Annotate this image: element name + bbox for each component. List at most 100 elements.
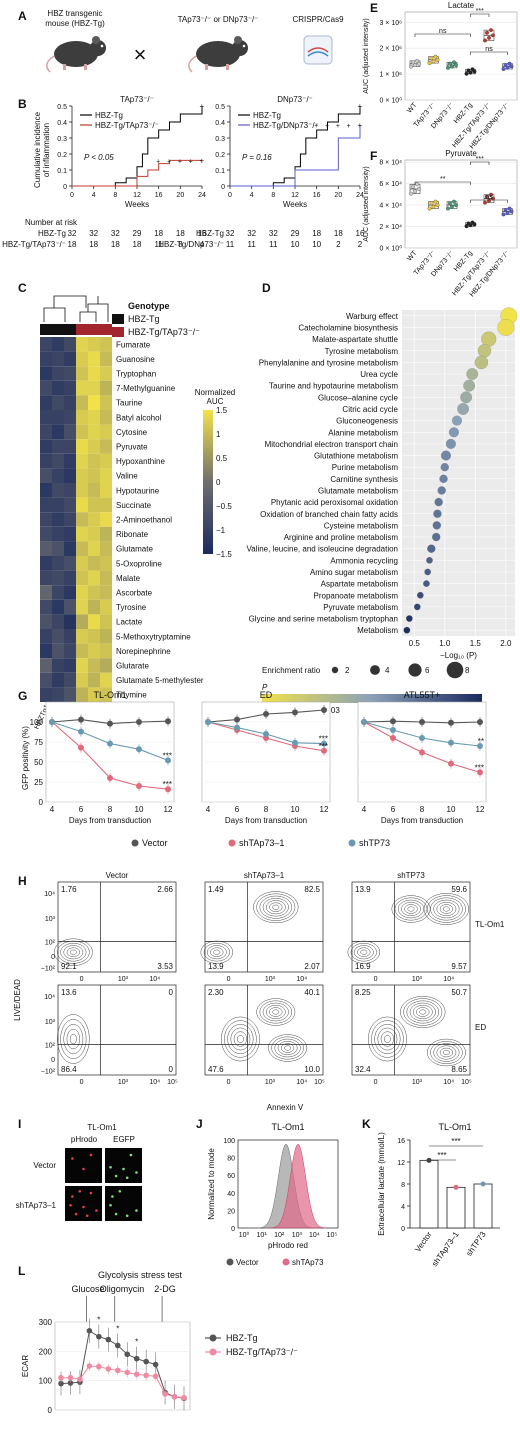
heatmap-cell [64, 556, 76, 571]
metabolite-label: Glutarate [116, 662, 149, 671]
heatmap-cell [88, 556, 100, 571]
cell-dot [114, 1212, 118, 1216]
heatmap-cell [76, 439, 88, 454]
h-contour [69, 949, 77, 955]
heatmap-cell [76, 468, 88, 483]
k-bar [446, 1186, 466, 1229]
h-ytick-label: 10⁴ [44, 891, 55, 898]
l-point [96, 1333, 102, 1340]
heatmap-cell [40, 570, 52, 586]
heatmap-cell [76, 614, 88, 629]
h-contour [436, 1045, 457, 1060]
k-bar-point [426, 1157, 432, 1163]
g-point [477, 769, 483, 776]
heatmap-cell [76, 337, 88, 352]
l-sig-label: * [135, 1338, 138, 1347]
j-legend-label: Vector [236, 1258, 259, 1267]
h-xtick-label: 0 [80, 1079, 84, 1086]
h-contour [377, 1027, 398, 1051]
pathway-dot [437, 486, 446, 495]
dot-point [433, 54, 438, 59]
km-ytick-label: 0.4 [57, 120, 67, 127]
heatmap-cell [76, 570, 88, 586]
colorbar-title-line2: AUC [207, 397, 224, 406]
heatmap-cell [100, 512, 112, 527]
risk-value: 32 [89, 229, 98, 238]
g-sig-label: *** [163, 780, 172, 789]
km-ytick-label: 0.2 [57, 152, 67, 159]
risk-value: 10 [291, 240, 300, 249]
heatmap-cell [88, 512, 100, 527]
h-xtick-label: 0 [227, 1079, 231, 1086]
heatmap-cell [64, 395, 76, 410]
i-row-shtap73: shTAp73–1 [16, 1201, 57, 1210]
heatmap-cell [52, 599, 64, 615]
dot-d-xtick: 1.0 [439, 639, 451, 648]
gfp-line-plots: TL-Om1 0 25 50 75 100 4 6 8 10 12 Days from transdu… [30, 690, 487, 825]
l-point [105, 1366, 112, 1372]
cell-dot [125, 1176, 129, 1180]
heatmap-cell [40, 395, 52, 410]
h-contour [406, 1000, 440, 1024]
pathway-label: Aspartate metabolism [321, 580, 399, 589]
j-ytick-label: 100 [223, 1138, 235, 1145]
h-xtick-label: 10⁵ [461, 1079, 472, 1086]
h-ytick-label: 10² [45, 1042, 56, 1049]
heatmap-cell [52, 351, 64, 367]
h-row-label: TL-Om1 [475, 920, 505, 929]
heatmap-cell [40, 337, 52, 352]
l-point [114, 1367, 121, 1374]
g-point [419, 719, 425, 725]
g-legend-label: shTAp73–1 [239, 838, 284, 848]
dot-point [466, 68, 471, 73]
k-ytick-label: 0 [401, 1226, 405, 1233]
heatmap-cell [52, 658, 64, 673]
heatmap-cell [52, 468, 64, 483]
heatmap-cell [52, 380, 64, 396]
heatmap-cell [64, 366, 76, 381]
panel-b: B Cumulative incidence of inflammation N… [2, 95, 365, 249]
km-xtick-label: 24 [198, 192, 206, 199]
size-legend-dot [408, 663, 422, 677]
km-censor-mark: + [336, 123, 340, 130]
km-ytick-label: 0.3 [215, 136, 225, 143]
heatmap-cell [100, 643, 112, 659]
h-contour [262, 1002, 289, 1022]
quadrant-lr: 0 [169, 1065, 174, 1074]
heatmap-cell [88, 614, 100, 629]
metabolite-label: Thymine [116, 691, 147, 700]
h-contour [69, 1033, 77, 1045]
risk-value: 11 [248, 240, 257, 249]
heatmap-cell [100, 380, 112, 396]
panel-d: D 0.5 1.0 1.5 2.0 Warburg effect Catecholamin… [246, 281, 518, 715]
l-point [86, 1363, 93, 1369]
h-contour [224, 1020, 257, 1058]
pathway-dot [477, 344, 492, 358]
g-point [477, 743, 483, 749]
dot-point [415, 182, 419, 187]
pathway-label: Tyrosine metabolism [325, 347, 399, 356]
dot-point [452, 60, 456, 65]
j-xlabel: pHrodo red [268, 1241, 308, 1250]
metabolite-label: Valine [116, 472, 138, 481]
risk-value: 11 [269, 240, 278, 249]
h-contour [268, 1034, 308, 1062]
dot-point [411, 60, 415, 65]
heatmap-cell [64, 570, 76, 586]
cell-dot [71, 1157, 74, 1160]
l-point [171, 1394, 178, 1400]
km-xtick-label: 20 [334, 192, 342, 199]
j-legend-swatch [226, 1258, 234, 1266]
dot-ylabel: AUC (adjusted intensity) [363, 18, 370, 93]
dot-point [446, 206, 450, 211]
heatmap-cell [88, 424, 100, 440]
pathway-dot [433, 509, 442, 518]
km-ytick-label: 0.5 [57, 104, 67, 111]
km-xtick-label: 4 [92, 192, 96, 199]
km-curve-0 [230, 106, 361, 187]
h-xtick-label: 10³ [412, 976, 423, 983]
g-xtick-label: 10 [447, 805, 456, 814]
microscopy-image [65, 1186, 102, 1221]
dot-ytick-label: 3 × 10⁶ [379, 20, 402, 27]
pathway-label: Warburg effect [346, 312, 399, 321]
